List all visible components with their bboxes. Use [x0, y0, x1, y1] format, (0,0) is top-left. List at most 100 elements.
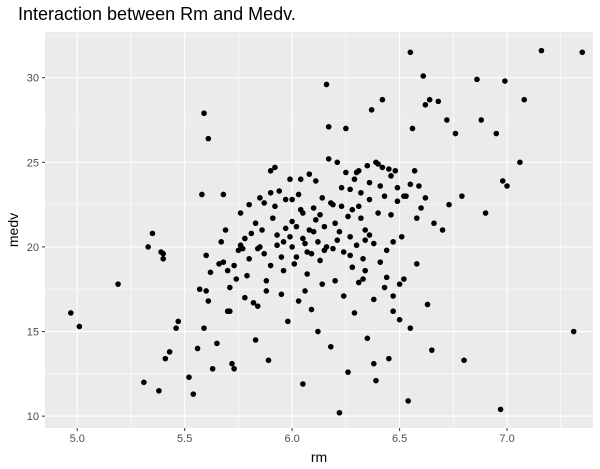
data-point [407, 49, 414, 56]
data-point [364, 162, 371, 169]
data-point [289, 196, 295, 203]
data-point [390, 308, 396, 315]
x-tick-label: 5.0 [70, 433, 85, 445]
data-point [293, 223, 300, 230]
data-point [267, 167, 274, 174]
data-point [383, 247, 390, 254]
data-point [67, 310, 74, 316]
data-point [289, 218, 295, 225]
data-point [265, 357, 272, 364]
data-point [302, 288, 308, 294]
data-point [379, 96, 386, 103]
data-point [401, 276, 407, 282]
data-point [201, 325, 207, 331]
data-point [349, 264, 356, 271]
data-point [459, 193, 465, 199]
data-point [190, 391, 197, 397]
data-point [242, 294, 248, 301]
data-point [377, 183, 384, 189]
data-point [353, 242, 360, 249]
data-point [321, 223, 328, 230]
data-point [227, 308, 233, 315]
data-point [312, 217, 319, 223]
data-point [231, 262, 237, 269]
data-point [224, 267, 231, 274]
data-point [394, 184, 401, 191]
data-point [199, 191, 205, 198]
data-point [493, 130, 500, 137]
y-axis-label: medv [5, 213, 21, 247]
data-point [214, 340, 220, 347]
data-point [250, 299, 257, 306]
data-point [366, 196, 373, 203]
data-point [194, 345, 201, 352]
data-point [308, 250, 315, 257]
data-point [261, 250, 268, 257]
data-point [474, 76, 480, 83]
data-point [345, 213, 351, 220]
data-point [343, 125, 349, 132]
data-point [330, 245, 336, 252]
data-point [218, 239, 225, 245]
data-point [362, 267, 369, 274]
data-point [76, 323, 83, 330]
data-point [282, 196, 289, 203]
data-point [267, 189, 274, 196]
data-point [304, 271, 310, 277]
data-point [358, 189, 364, 196]
data-point [227, 284, 233, 291]
data-point [306, 227, 313, 233]
data-point [278, 291, 285, 298]
data-point [203, 288, 209, 294]
data-point [411, 167, 418, 174]
data-point [272, 164, 278, 171]
data-point [338, 184, 345, 191]
data-point [160, 255, 166, 262]
data-point [328, 343, 334, 350]
data-point [149, 230, 156, 237]
data-point [347, 186, 353, 193]
data-point [334, 159, 341, 166]
y-tick-label: 20 [27, 242, 39, 254]
data-point [394, 198, 401, 205]
data-point [300, 210, 306, 216]
data-point [186, 374, 192, 381]
data-point [379, 164, 386, 171]
x-tick-label: 6.5 [392, 433, 407, 445]
data-point [336, 228, 343, 235]
chart-title: Interaction between Rm and Medv. [18, 4, 296, 24]
data-point [328, 200, 334, 206]
data-point [141, 379, 147, 386]
data-point [216, 261, 222, 267]
data-point [306, 171, 313, 177]
data-point [407, 325, 414, 331]
plot-panel [45, 32, 593, 428]
data-point [319, 281, 326, 287]
data-point [360, 276, 366, 282]
data-point [203, 252, 209, 259]
data-point [452, 130, 459, 137]
data-point [538, 47, 545, 54]
data-point [220, 191, 227, 198]
data-point [340, 293, 347, 299]
data-point [371, 360, 377, 367]
data-point [293, 254, 300, 260]
data-point [263, 277, 270, 284]
data-point [235, 247, 242, 254]
data-point [497, 406, 504, 413]
data-point [360, 255, 366, 262]
data-point [278, 254, 285, 260]
data-point [390, 293, 396, 299]
data-point [173, 325, 179, 331]
data-point [499, 178, 506, 184]
data-point [371, 296, 377, 303]
data-point [291, 261, 298, 267]
data-point [351, 176, 358, 183]
data-point [319, 195, 326, 201]
data-point [300, 235, 306, 242]
data-point [201, 110, 207, 117]
data-point [570, 328, 577, 335]
x-axis-ticks: 5.0 5.5 6.0 6.5 7.0 [70, 428, 515, 445]
data-point [285, 318, 291, 325]
